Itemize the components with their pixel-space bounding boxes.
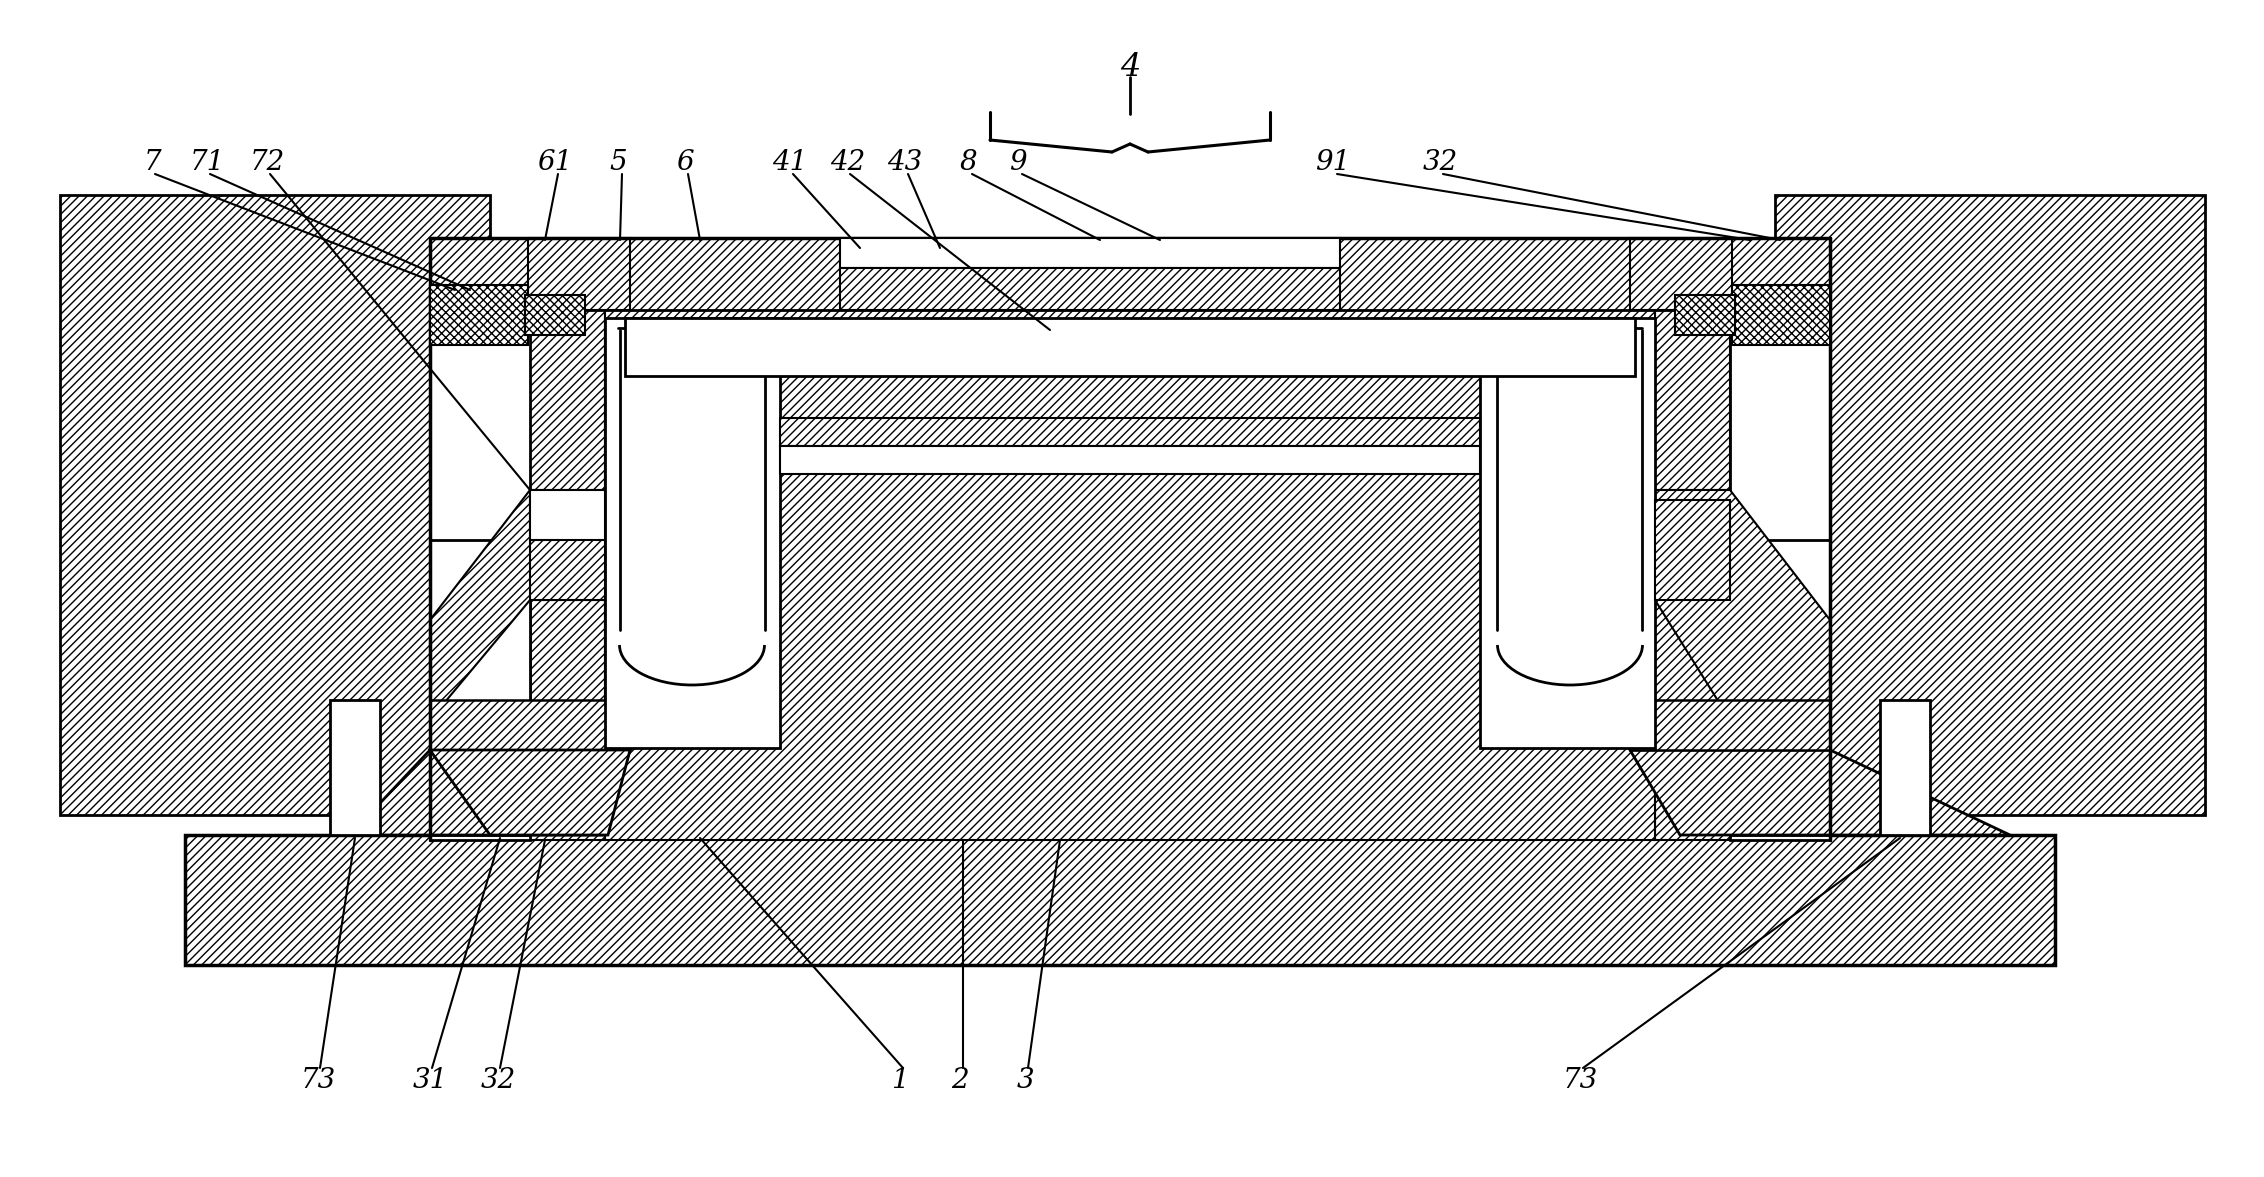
Text: 61: 61 xyxy=(537,148,573,175)
Bar xyxy=(840,268,1340,310)
Bar xyxy=(840,238,1340,268)
Bar xyxy=(1481,318,1655,749)
Bar xyxy=(1675,295,1734,335)
Bar xyxy=(1730,540,1829,834)
Bar xyxy=(61,195,489,814)
Text: 41: 41 xyxy=(772,148,808,175)
Bar xyxy=(1630,700,1829,750)
Text: 71: 71 xyxy=(190,148,224,175)
Text: 72: 72 xyxy=(249,148,285,175)
Text: 73: 73 xyxy=(301,1066,335,1093)
Text: 43: 43 xyxy=(887,148,924,175)
Text: 73: 73 xyxy=(1562,1066,1598,1093)
Bar xyxy=(604,318,781,749)
Text: 8: 8 xyxy=(960,148,976,175)
Text: 5: 5 xyxy=(609,148,627,175)
Bar xyxy=(530,310,604,840)
Text: 32: 32 xyxy=(1422,148,1458,175)
Polygon shape xyxy=(351,750,629,834)
Bar xyxy=(528,238,629,310)
Text: 32: 32 xyxy=(480,1066,516,1093)
Bar xyxy=(430,285,528,345)
Bar xyxy=(625,318,1635,375)
Text: 91: 91 xyxy=(1315,148,1352,175)
Bar xyxy=(604,310,1655,840)
Text: 42: 42 xyxy=(831,148,865,175)
Polygon shape xyxy=(530,490,604,540)
Text: 31: 31 xyxy=(412,1066,448,1093)
Text: 1: 1 xyxy=(892,1066,908,1093)
Bar xyxy=(525,295,584,335)
Text: 9: 9 xyxy=(1010,148,1028,175)
Bar xyxy=(1497,328,1646,698)
Text: 2: 2 xyxy=(951,1066,969,1093)
Polygon shape xyxy=(1655,500,1730,600)
Text: 3: 3 xyxy=(1017,1066,1035,1093)
Bar xyxy=(781,446,1481,474)
Bar xyxy=(781,418,1481,446)
Bar xyxy=(1732,285,1829,345)
Bar xyxy=(1655,310,1730,840)
Bar xyxy=(430,238,1829,310)
Bar xyxy=(430,700,629,750)
Polygon shape xyxy=(530,500,604,600)
Polygon shape xyxy=(1655,490,1829,720)
Bar xyxy=(430,310,530,840)
Polygon shape xyxy=(430,490,604,720)
Polygon shape xyxy=(1655,490,1730,600)
Text: 7: 7 xyxy=(143,148,161,175)
Bar xyxy=(1630,238,1732,310)
Text: 6: 6 xyxy=(677,148,693,175)
Bar xyxy=(618,328,767,698)
Bar xyxy=(1775,195,2205,814)
Text: 4: 4 xyxy=(1121,52,1141,82)
Bar xyxy=(1879,700,1929,834)
Bar xyxy=(331,700,380,834)
Polygon shape xyxy=(430,750,629,834)
Polygon shape xyxy=(1630,750,2010,834)
Bar xyxy=(430,540,530,834)
Bar xyxy=(186,834,2056,965)
Bar xyxy=(1730,310,1829,840)
